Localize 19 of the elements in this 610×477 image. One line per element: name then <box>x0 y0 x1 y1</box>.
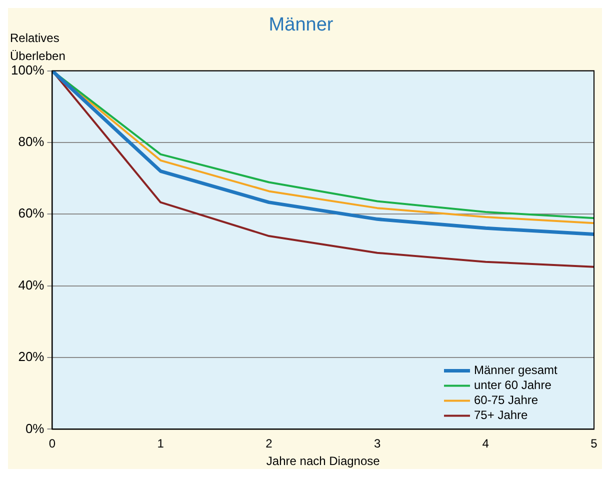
y-tick-label: 80% <box>18 134 45 150</box>
x-tick-label: 5 <box>590 436 598 451</box>
x-tick-label: 1 <box>157 436 164 451</box>
x-tick-label: 4 <box>482 436 490 451</box>
legend-label: 60-75 Jahre <box>474 393 538 408</box>
chart-title: Männer <box>268 14 334 36</box>
y-tick-label: 60% <box>18 206 45 221</box>
x-tick-label: 0 <box>48 436 56 451</box>
y-tick-label: 20% <box>18 349 45 364</box>
x-tick-label: 2 <box>266 436 273 451</box>
x-tick-label: 3 <box>374 436 381 451</box>
y-tick-label: 40% <box>18 277 45 292</box>
y-axis-title: Relatives Überleben <box>10 31 66 63</box>
legend-label: Männer gesamt <box>474 363 558 378</box>
y-tick-label: 0% <box>25 420 45 436</box>
x-axis-title: Jahre nach Diagnose <box>266 454 380 468</box>
y-tick-label: 100% <box>11 62 45 78</box>
legend-label: unter 60 Jahre <box>474 378 552 392</box>
legend-label: 75+ Jahre <box>474 408 528 422</box>
